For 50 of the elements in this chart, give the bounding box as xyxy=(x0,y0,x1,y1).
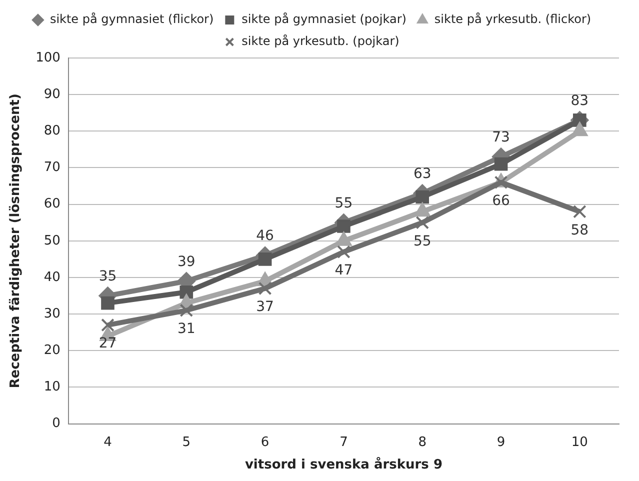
y-tick-label: 70 xyxy=(44,160,60,176)
point xyxy=(101,296,114,310)
x-tick-label: 8 xyxy=(418,434,426,450)
point xyxy=(494,157,508,171)
legend-label: sikte på yrkesutb. (flickor) xyxy=(434,12,592,26)
data-label: 73 xyxy=(492,129,510,146)
y-tick-label: 100 xyxy=(36,50,60,66)
y-tick-label: 60 xyxy=(44,196,60,212)
y-tick-label: 30 xyxy=(44,306,60,322)
point xyxy=(337,245,350,259)
y-tick-label: 50 xyxy=(44,233,60,248)
data-label: 66 xyxy=(492,193,510,210)
point xyxy=(573,204,586,218)
point xyxy=(494,176,508,190)
point xyxy=(180,304,194,318)
y-tick-label: 80 xyxy=(44,124,60,139)
data-label: 55 xyxy=(413,233,432,250)
point xyxy=(337,220,350,233)
data-label: 35 xyxy=(98,268,117,284)
legend-label: sikte på gymnasiet (pojkar) xyxy=(242,12,406,26)
y-tick-label: 0 xyxy=(52,416,60,432)
data-label: 47 xyxy=(334,262,353,279)
data-label: 55 xyxy=(334,195,353,212)
data-label: 58 xyxy=(570,222,589,238)
point xyxy=(258,282,272,296)
point xyxy=(416,216,430,230)
point xyxy=(101,318,114,332)
x-axis-title: vitsord i svenska årskurs 9 xyxy=(244,456,442,473)
legend-label: sikte på gymnasiet (flickor) xyxy=(50,12,214,26)
data-label: 83 xyxy=(570,92,589,109)
data-label: 31 xyxy=(177,321,196,338)
data-label: 46 xyxy=(256,228,274,244)
x-tick-label: 9 xyxy=(496,434,506,450)
y-tick-label: 40 xyxy=(44,270,60,285)
y-tick-label: 10 xyxy=(44,380,60,395)
y-tick-label: 20 xyxy=(44,343,60,358)
y-axis-title: Receptiva färdigheter (lösningsprocent) xyxy=(8,94,24,388)
x-tick-label: 4 xyxy=(104,434,112,450)
data-label: 63 xyxy=(413,166,432,182)
data-label: 27 xyxy=(98,336,117,352)
x-tick-label: 6 xyxy=(260,434,270,450)
point xyxy=(258,252,272,266)
data-label: 39 xyxy=(177,254,196,270)
x-tick-label: 10 xyxy=(571,434,588,450)
y-tick-label: 90 xyxy=(44,86,60,102)
legend-label: sikte på yrkesutb. (pojkar) xyxy=(242,34,400,48)
point xyxy=(416,190,430,204)
x-tick-label: 7 xyxy=(340,434,348,450)
x-tick-label: 5 xyxy=(182,434,191,450)
data-label: 37 xyxy=(256,299,274,316)
